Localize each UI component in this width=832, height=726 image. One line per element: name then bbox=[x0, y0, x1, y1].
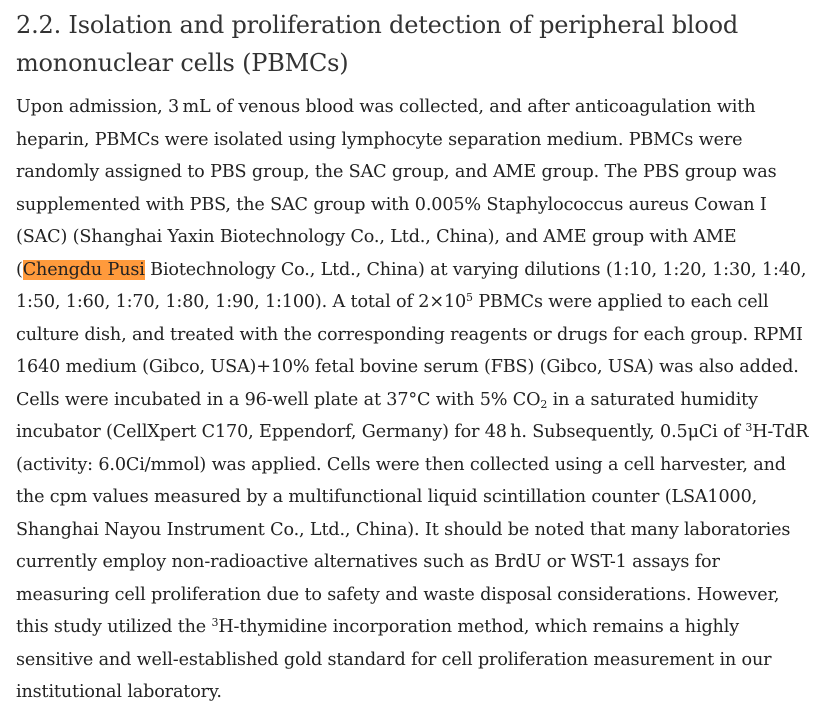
paragraph-line: Cells were incubated in a 96-well plate … bbox=[16, 384, 808, 417]
text-run: 1:50, 1:60, 1:70, 1:80, 1:90, 1:100). A … bbox=[16, 292, 467, 312]
text-run: culture dish, and treated with the corre… bbox=[16, 324, 803, 345]
text-run: the cpm values measured by a multifuncti… bbox=[16, 487, 758, 507]
text-run: institutional laboratory. bbox=[16, 682, 222, 702]
superscript: 5 bbox=[466, 291, 473, 304]
paragraph-line: measuring cell proliferation due to safe… bbox=[16, 579, 808, 612]
paragraph-line: Upon admission, 3 mL of venous blood was… bbox=[16, 91, 808, 124]
paragraph-line: the cpm values measured by a multifuncti… bbox=[16, 481, 808, 514]
subscript: 2 bbox=[540, 397, 548, 411]
paragraph-line: culture dish, and treated with the corre… bbox=[16, 319, 808, 352]
text-run: supplemented with PBS, the SAC group wit… bbox=[16, 194, 767, 215]
text-run: 1640 medium (Gibco, USA)+10% fetal bovin… bbox=[16, 357, 799, 377]
paragraph-line: this study utilized the 3H-thymidine inc… bbox=[16, 611, 808, 644]
search-highlight: Chengdu Pusi bbox=[22, 259, 145, 280]
text-run: (activity: 6.0Ci/mmol) was applied. Cell… bbox=[16, 454, 786, 475]
paragraph-line: supplemented with PBS, the SAC group wit… bbox=[16, 189, 808, 222]
paragraph-line: institutional laboratory. bbox=[16, 676, 808, 709]
section-paragraph: Upon admission, 3 mL of venous blood was… bbox=[16, 91, 809, 709]
text-run: H-TdR bbox=[752, 422, 809, 442]
paragraph-line: (activity: 6.0Ci/mmol) was applied. Cell… bbox=[16, 449, 808, 482]
section-heading: 2.2. Isolation and proliferation detecti… bbox=[16, 6, 738, 82]
paragraph-line: randomly assigned to PBS group, the SAC … bbox=[16, 156, 808, 189]
paragraph-line: 1640 medium (Gibco, USA)+10% fetal bovin… bbox=[16, 351, 808, 384]
paragraph-line: currently employ non-radioactive alterna… bbox=[16, 546, 808, 579]
paragraph-line: (SAC) (Shanghai Yaxin Biotechnology Co.,… bbox=[16, 221, 808, 254]
superscript: 3 bbox=[745, 421, 753, 434]
paragraph-line: 1:50, 1:60, 1:70, 1:80, 1:90, 1:100). A … bbox=[16, 286, 808, 319]
text-run: Upon admission, 3 mL of venous blood was… bbox=[16, 97, 756, 117]
text-run: in a saturated humidity bbox=[547, 389, 758, 410]
text-run: this study utilized the bbox=[16, 617, 212, 637]
text-run: ( bbox=[16, 259, 23, 280]
text-run: H-thymidine incorporation method, which … bbox=[218, 617, 740, 637]
paragraph-line: sensitive and well-established gold stan… bbox=[16, 644, 808, 677]
text-run: (SAC) (Shanghai Yaxin Biotechnology Co.,… bbox=[16, 227, 737, 247]
paragraph-line: (Chengdu Pusi Biotechnology Co., Ltd., C… bbox=[16, 254, 808, 287]
text-run: Shanghai Nayou Instrument Co., Ltd., Chi… bbox=[16, 519, 791, 540]
text-run: PBMCs were applied to each cell bbox=[472, 292, 769, 312]
text-run: heparin, PBMCs were isolated using lymph… bbox=[16, 129, 743, 150]
text-run: currently employ non-radioactive alterna… bbox=[16, 552, 720, 572]
paragraph-line: Shanghai Nayou Instrument Co., Ltd., Chi… bbox=[16, 514, 808, 547]
text-run: sensitive and well-established gold stan… bbox=[16, 649, 772, 670]
superscript: 3 bbox=[211, 616, 219, 629]
text-run: measuring cell proliferation due to safe… bbox=[16, 584, 780, 605]
text-run: incubator (CellXpert C170, Eppendorf, Ge… bbox=[16, 422, 746, 442]
text-run: Biotechnology Co., Ltd., China) at varyi… bbox=[144, 259, 807, 280]
paragraph-line: incubator (CellXpert C170, Eppendorf, Ge… bbox=[16, 416, 809, 449]
paragraph-line: heparin, PBMCs were isolated using lymph… bbox=[16, 124, 808, 157]
text-run: randomly assigned to PBS group, the SAC … bbox=[16, 162, 777, 182]
text-run: Cells were incubated in a 96-well plate … bbox=[16, 389, 541, 410]
heading-line: mononuclear cells (PBMCs) bbox=[16, 49, 349, 77]
heading-line: 2.2. Isolation and proliferation detecti… bbox=[16, 11, 739, 39]
